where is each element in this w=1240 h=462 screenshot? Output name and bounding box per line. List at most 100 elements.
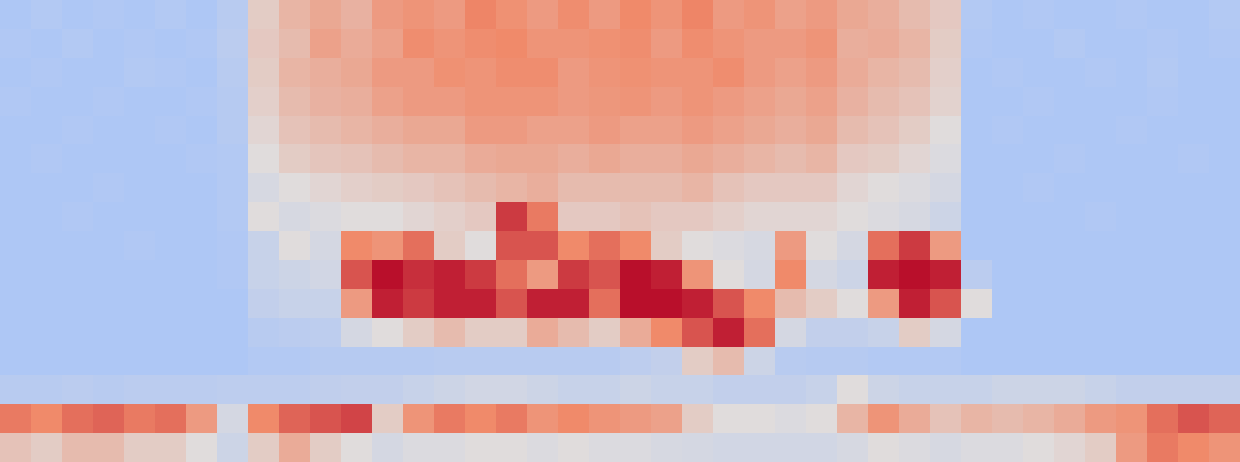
heat-cell (62, 260, 94, 289)
heat-cell (713, 260, 745, 289)
heat-cell (527, 375, 559, 404)
heat-cell (930, 289, 962, 318)
heat-cell (217, 144, 249, 173)
heat-cell (899, 347, 931, 376)
heat-cell (62, 375, 94, 404)
heat-cell (837, 29, 869, 58)
heat-cell (651, 318, 683, 347)
heat-cell (1209, 260, 1240, 289)
heat-cell (217, 87, 249, 116)
heat-cell (310, 231, 342, 260)
heat-cell (372, 116, 404, 145)
heat-cell (744, 87, 776, 116)
heat-cell (651, 404, 683, 433)
heat-cell (868, 231, 900, 260)
heat-cell (217, 173, 249, 202)
heat-cell (837, 433, 869, 462)
heat-cell (1178, 144, 1210, 173)
heat-cell (558, 29, 590, 58)
heat-cell (341, 58, 373, 87)
heat-cell (868, 347, 900, 376)
heat-cell (310, 0, 342, 29)
heat-cell (496, 87, 528, 116)
heat-cell (992, 347, 1024, 376)
heat-cell (124, 116, 156, 145)
heat-cell (403, 289, 435, 318)
heat-cell (1085, 173, 1117, 202)
heat-cell (372, 29, 404, 58)
heat-cell (496, 231, 528, 260)
heat-cell (682, 231, 714, 260)
heat-cell (62, 318, 94, 347)
heat-cell (186, 433, 218, 462)
heat-cell (217, 231, 249, 260)
heat-cell (62, 231, 94, 260)
heat-cell (248, 318, 280, 347)
heat-cell (992, 433, 1024, 462)
heat-cell (589, 231, 621, 260)
heat-cell (434, 404, 466, 433)
heat-cell (496, 260, 528, 289)
heat-cell (1023, 202, 1055, 231)
heat-cell (775, 289, 807, 318)
heat-cell (279, 318, 311, 347)
heat-cell (279, 260, 311, 289)
heat-cell (558, 0, 590, 29)
heat-cell (713, 231, 745, 260)
heat-cell (248, 144, 280, 173)
heat-cell (992, 375, 1024, 404)
heat-cell (155, 318, 187, 347)
heat-cell (186, 347, 218, 376)
heat-cell (775, 433, 807, 462)
heat-cell (1023, 0, 1055, 29)
heat-cell (992, 231, 1024, 260)
heat-cell (31, 231, 63, 260)
heat-cell (1116, 347, 1148, 376)
heat-cell (651, 0, 683, 29)
heat-cell (837, 202, 869, 231)
heat-cell (558, 318, 590, 347)
heat-cell (217, 404, 249, 433)
heat-cell (248, 116, 280, 145)
heat-cell (992, 289, 1024, 318)
heat-cell (1209, 202, 1240, 231)
heat-cell (434, 318, 466, 347)
heat-cell (744, 318, 776, 347)
heat-cell (93, 29, 125, 58)
heat-cell (465, 202, 497, 231)
heat-cell (620, 0, 652, 29)
heat-cell (465, 318, 497, 347)
heat-cell (558, 144, 590, 173)
heat-cell (465, 231, 497, 260)
heat-cell (1178, 260, 1210, 289)
heat-cell (403, 231, 435, 260)
heat-cell (651, 58, 683, 87)
heat-cell (186, 0, 218, 29)
heat-cell (31, 260, 63, 289)
heat-cell (558, 404, 590, 433)
heat-cell (930, 173, 962, 202)
heat-cell (0, 29, 32, 58)
heat-cell (1209, 231, 1240, 260)
heat-cell (434, 433, 466, 462)
heat-cell (62, 0, 94, 29)
heat-cell (403, 404, 435, 433)
heat-cell (558, 433, 590, 462)
heat-cell (1147, 29, 1179, 58)
heat-cell (992, 260, 1024, 289)
heat-cell (651, 144, 683, 173)
heat-cell (868, 433, 900, 462)
heat-cell (744, 58, 776, 87)
heat-cell (310, 202, 342, 231)
heat-cell (465, 0, 497, 29)
heat-cell (682, 173, 714, 202)
heat-cell (589, 144, 621, 173)
heat-cell (465, 260, 497, 289)
heat-cell (372, 347, 404, 376)
heat-cell (651, 116, 683, 145)
heat-cell (558, 231, 590, 260)
heat-cell (527, 433, 559, 462)
heat-cell (868, 375, 900, 404)
heat-cell (31, 87, 63, 116)
heat-cell (775, 29, 807, 58)
